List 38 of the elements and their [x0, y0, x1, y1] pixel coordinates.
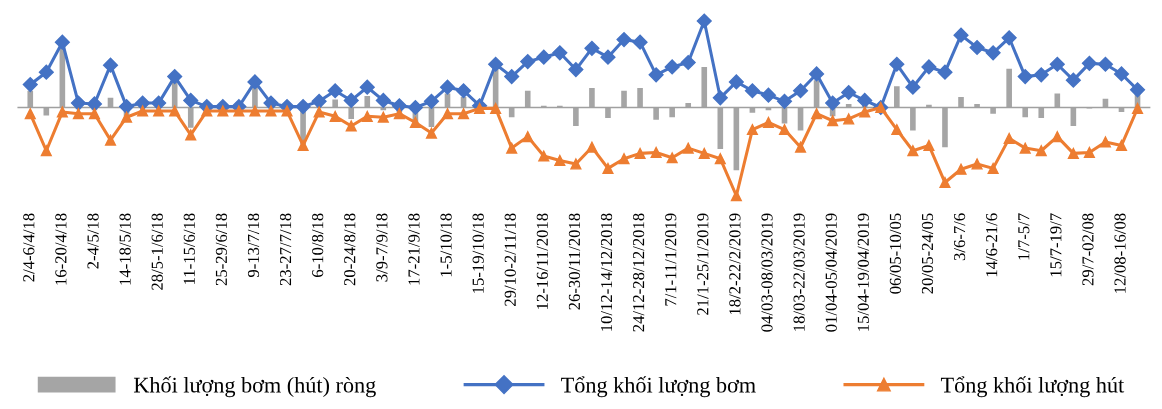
x-tick-label: 9-13/7/18 [247, 213, 260, 278]
x-tick-label: 6-10/8/18 [312, 213, 324, 277]
legend-label: Tổng khối lượng bơm [561, 376, 756, 398]
x-tick-label: 14/6-21/6 [986, 213, 998, 277]
x-tick-label: 20-24/8/18 [344, 213, 356, 286]
x-tick-label: 3/9-7/9/18 [376, 213, 388, 282]
x-tick-label: 26-30/11/2018 [568, 213, 581, 310]
x-tick-label: 21/1-25/1/2019 [697, 213, 709, 315]
x-tick-label: 7/1-11/1/2019 [665, 213, 677, 306]
x-tick-label: 06/05-10/05 [889, 213, 901, 294]
x-tick-label: 29/7-02/08 [1082, 213, 1094, 286]
x-tick-label: 01/04-05/04/2019 [825, 213, 837, 332]
x-tick-label: 3/6-7/6 [953, 213, 966, 261]
x-tick-label: 17-21/9/18 [408, 213, 420, 285]
x-tick-label: 25-29/6/18 [215, 213, 228, 286]
x-tick-label: 2/4-6/4/18 [23, 213, 35, 282]
x-tick-label: 18/2-22/2/2019 [729, 213, 741, 315]
x-tick-label: 15/7-19/7 [1050, 213, 1062, 277]
x-tick-label: 16-20/4/18 [55, 213, 67, 285]
legend-label: Khối lượng bơm (hút) ròng [133, 376, 376, 398]
x-tick-label: 18/03-22/03/2019 [793, 213, 805, 331]
x-tick-label: 1/7-5/7 [1018, 213, 1030, 260]
legend-label: Tổng khối lượng hút [940, 376, 1125, 398]
x-tick-label: 10/12-14/12/2018 [600, 213, 613, 331]
x-tick-label: 28/5-1/6/18 [151, 213, 163, 290]
x-tick-label: 15-19/10/18 [472, 213, 484, 293]
x-tick-label: 1-5/10/18 [440, 213, 452, 277]
x-tick-label: 12-16/11/2018 [536, 213, 548, 309]
x-tick-label: 24/12-28/12/2018 [633, 213, 645, 332]
x-tick-label: 11-15/6/18 [183, 213, 195, 284]
x-tick-label: 15/04-19/04/2019 [857, 213, 869, 331]
x-tick-label: 14-18/5/18 [119, 213, 131, 285]
x-tick-label: 04/03-08/03/2019 [761, 213, 773, 332]
x-tick-label: 2-4/5/18 [87, 213, 99, 269]
x-tick-label: 23-27/7/18 [279, 213, 292, 286]
x-tick-label: 29/10-2/11/18 [504, 213, 516, 306]
x-tick-label: 12/08-16/08 [1114, 213, 1126, 293]
x-tick-label: 20/05-24/05 [921, 213, 934, 294]
